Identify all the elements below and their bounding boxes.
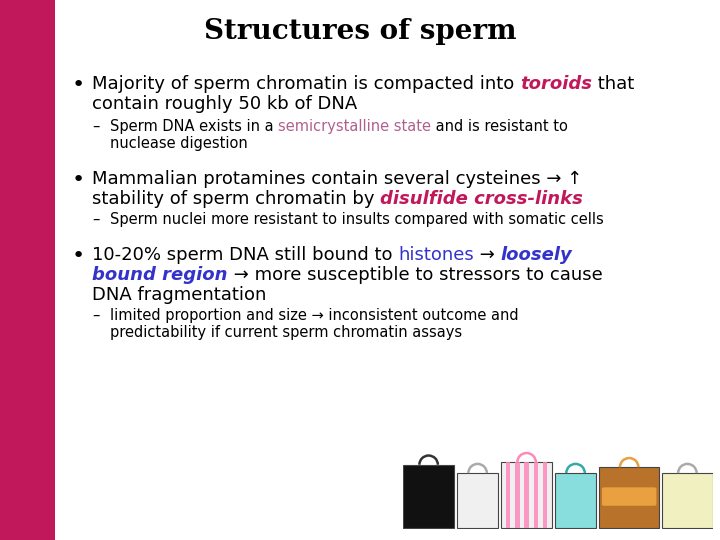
Text: Mammalian protamines contain several cysteines → ↑: Mammalian protamines contain several cys… [92,170,582,188]
FancyBboxPatch shape [456,473,498,528]
Bar [515,462,520,528]
Text: loosely: loosely [500,246,572,264]
Text: Majority of sperm chromatin is compacted into: Majority of sperm chromatin is compacted… [92,75,520,93]
FancyBboxPatch shape [662,473,713,528]
Text: nuclease digestion: nuclease digestion [110,136,248,151]
Bar [543,462,547,528]
Text: •: • [72,75,85,95]
Text: contain roughly 50 kb of DNA: contain roughly 50 kb of DNA [92,95,357,113]
FancyBboxPatch shape [602,487,657,506]
Text: DNA fragmentation: DNA fragmentation [92,286,266,304]
Text: •: • [72,170,85,190]
FancyBboxPatch shape [501,462,552,528]
Text: predictability if current sperm chromatin assays: predictability if current sperm chromati… [110,325,462,340]
Text: Sperm nuclei more resistant to insults compared with somatic cells: Sperm nuclei more resistant to insults c… [110,212,604,227]
Text: –: – [92,212,99,227]
Text: that: that [592,75,634,93]
FancyBboxPatch shape [403,465,454,528]
Text: → more susceptible to stressors to cause: → more susceptible to stressors to cause [228,266,602,284]
Text: histones: histones [398,246,474,264]
Bar [524,462,529,528]
FancyBboxPatch shape [555,473,596,528]
Text: Structures of sperm: Structures of sperm [204,18,516,45]
Text: Sperm DNA exists in a: Sperm DNA exists in a [110,119,278,134]
Bar [505,462,510,528]
Text: and is resistant to: and is resistant to [431,119,568,134]
Text: 10-20% sperm DNA still bound to: 10-20% sperm DNA still bound to [92,246,398,264]
Text: bound region: bound region [92,266,228,284]
Text: –: – [92,308,99,323]
Bar [534,462,538,528]
Text: toroids: toroids [520,75,592,93]
Text: semicrystalline state: semicrystalline state [278,119,431,134]
Text: •: • [72,246,85,266]
Text: limited proportion and size → inconsistent outcome and: limited proportion and size → inconsiste… [110,308,518,323]
Text: stability of sperm chromatin by: stability of sperm chromatin by [92,190,380,208]
Bar [0,0,55,540]
Text: –: – [92,119,99,134]
Text: →: → [474,246,500,264]
FancyBboxPatch shape [599,467,660,528]
Text: disulfide cross-links: disulfide cross-links [380,190,583,208]
